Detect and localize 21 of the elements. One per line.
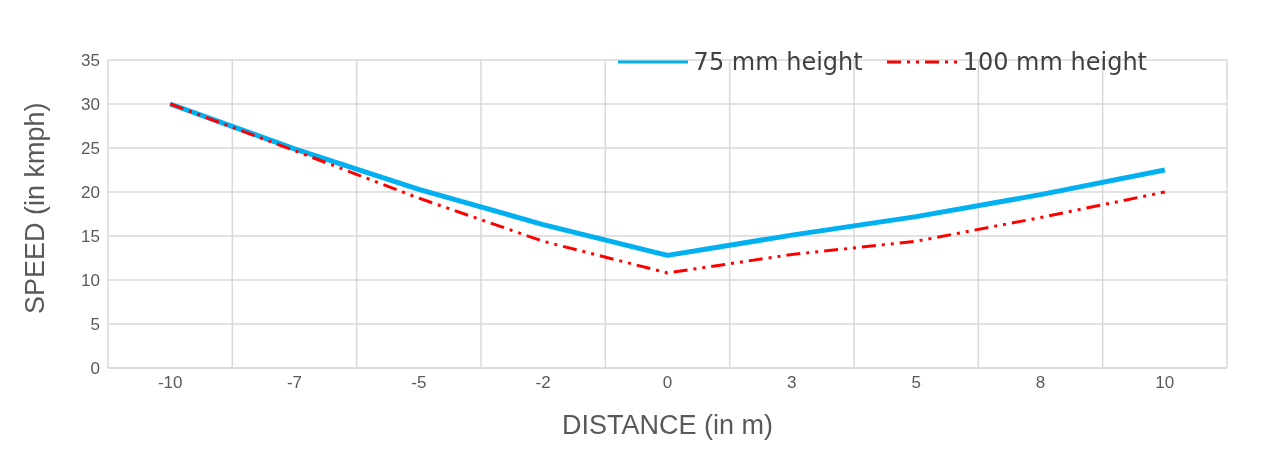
legend-label: 100 mm height (962, 48, 1147, 76)
y-tick-label: 25 (81, 139, 100, 159)
y-tick-label: 10 (81, 271, 100, 291)
x-tick-label: -10 (157, 373, 183, 393)
x-tick-label: -2 (535, 373, 551, 393)
x-tick-label: 0 (662, 373, 673, 393)
x-tick-label: 8 (1035, 373, 1046, 393)
y-tick-label: 15 (81, 227, 100, 247)
x-tick-label: -7 (286, 373, 303, 393)
x-tick-label: 3 (787, 373, 797, 393)
y-tick-label: 20 (81, 183, 100, 203)
x-axis-title: DISTANCE (in m) (561, 410, 774, 440)
y-tick-label: 30 (81, 95, 100, 115)
y-axis-title: SPEED (in kmph) (19, 102, 50, 314)
x-tick-label: 10 (1155, 373, 1175, 393)
legend-label: 75 mm height (693, 48, 863, 76)
y-tick-label: 0 (90, 359, 100, 379)
x-tick-label: -5 (411, 373, 427, 393)
x-tick-label: 5 (911, 373, 921, 393)
y-tick-label: 35 (81, 51, 100, 71)
y-tick-label: 5 (90, 315, 100, 335)
